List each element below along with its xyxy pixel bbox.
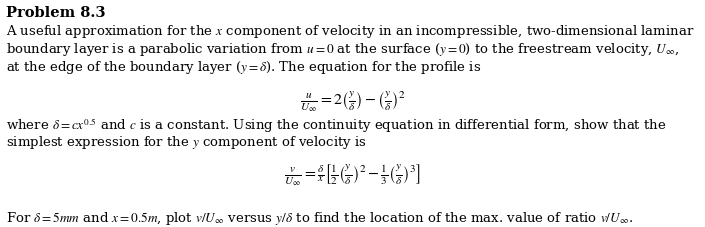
Text: Problem 8.3: Problem 8.3 [6,6,105,20]
Text: boundary layer is a parabolic variation from $u = 0$ at the surface ($y = 0$) to: boundary layer is a parabolic variation … [6,41,679,58]
Text: A useful approximation for the $x$ component of velocity in an incompressible, t: A useful approximation for the $x$ compo… [6,23,694,40]
Text: at the edge of the boundary layer ($y = \delta$). The equation for the profile i: at the edge of the boundary layer ($y = … [6,59,481,76]
Text: where $\delta = cx^{0.5}$ and $c$ is a constant. Using the continuity equation i: where $\delta = cx^{0.5}$ and $c$ is a c… [6,116,666,134]
Text: For $\delta = 5mm$ and $x = 0.5m$, plot $v/U_{\infty}$ versus $y/\delta$ to find: For $\delta = 5mm$ and $x = 0.5m$, plot … [6,209,633,226]
Text: $\frac{v}{U_{\infty}} = \frac{\delta}{x}\left[\frac{1}{2}\left(\frac{y}{\delta}\: $\frac{v}{U_{\infty}} = \frac{\delta}{x}… [284,162,421,188]
Text: $\frac{u}{U_{\infty}} = 2\left(\frac{y}{\delta}\right) - \left(\frac{y}{\delta}\: $\frac{u}{U_{\infty}} = 2\left(\frac{y}{… [300,89,405,113]
Text: simplest expression for the $y$ component of velocity is: simplest expression for the $y$ componen… [6,133,367,151]
